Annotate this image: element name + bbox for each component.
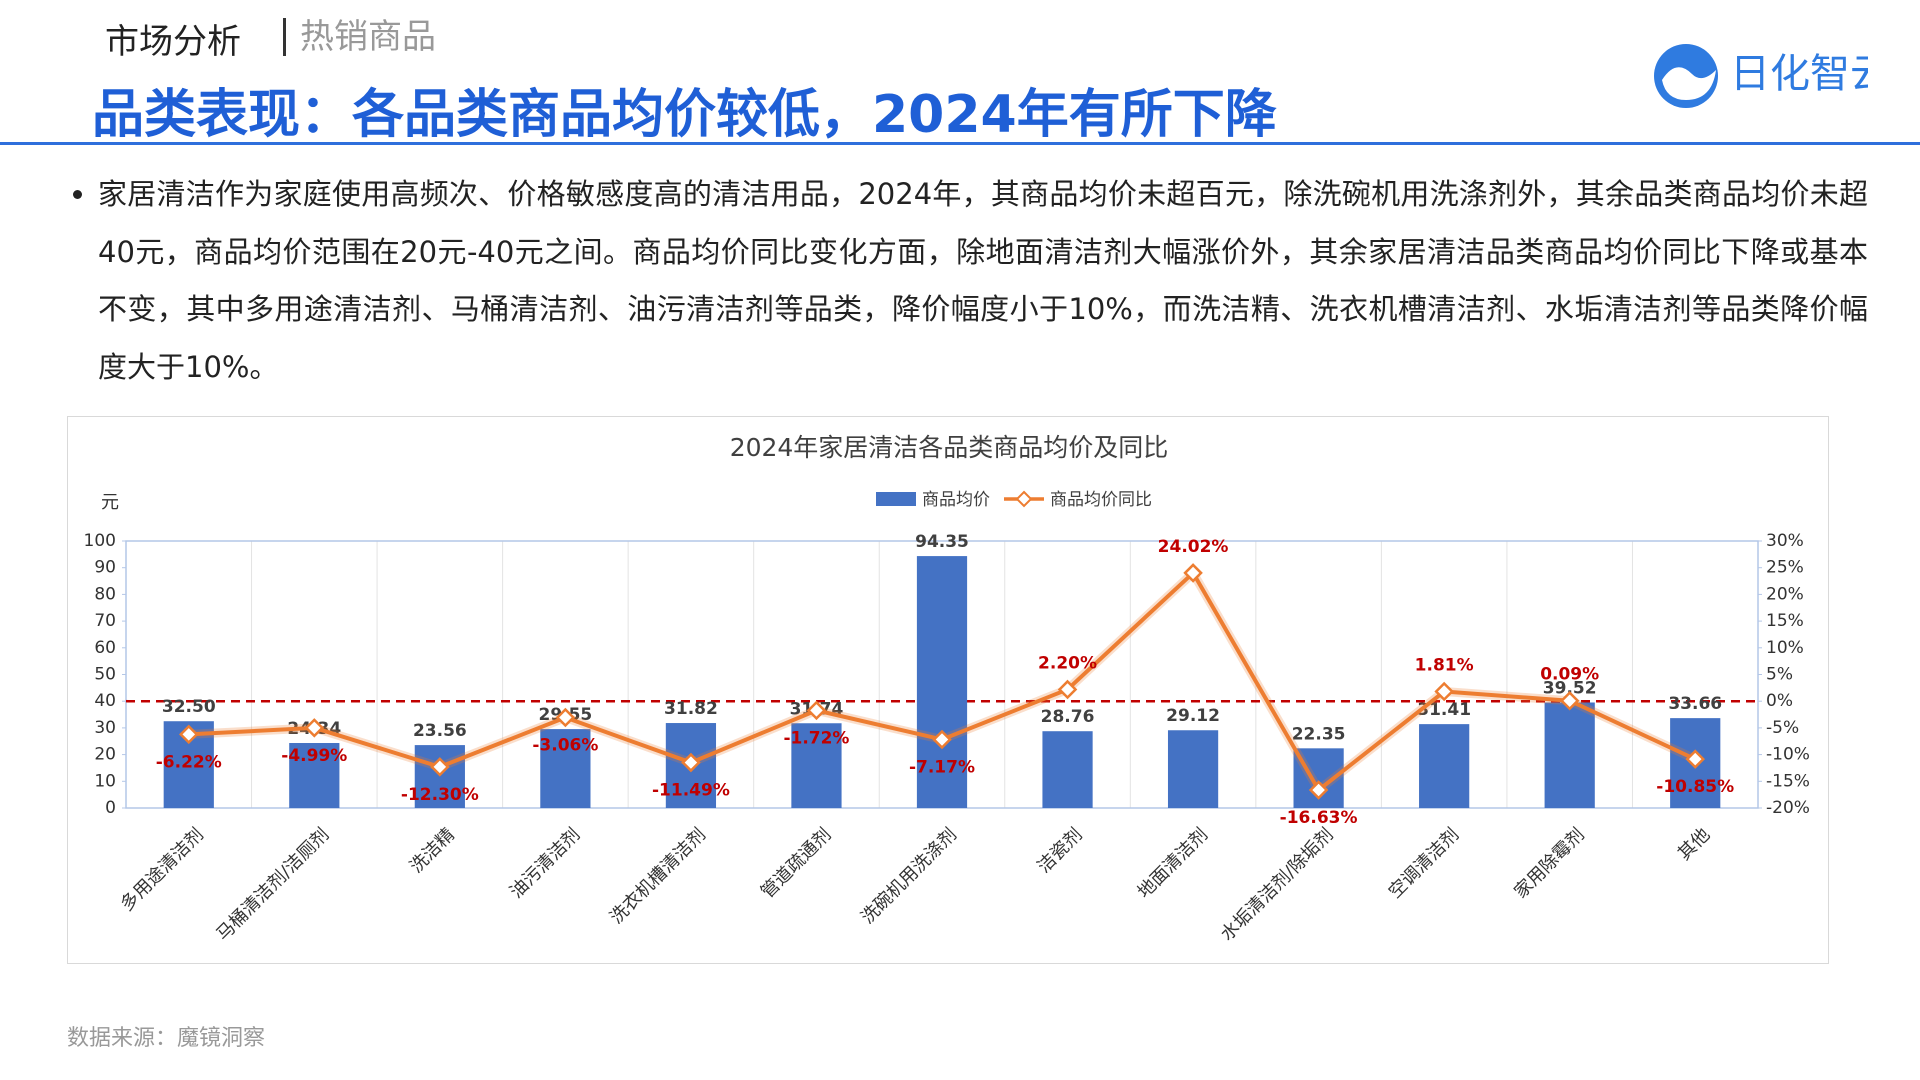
y2-tick-label: 15% [1766,611,1804,631]
bar [1167,730,1219,808]
line-value-label: 2.20% [1038,653,1097,673]
line-value-label: -1.72% [783,728,849,748]
bar-value-label: 31.41 [1417,700,1471,720]
x-tick-label: 空调清洁剂 [1385,824,1463,902]
x-tick-label: 家用除霉剂 [1510,824,1588,902]
x-tick-label: 洗洁精 [406,824,459,877]
line-marker [1685,749,1705,769]
x-tick-label: 洗碗机用洗涤剂 [857,824,961,928]
bar [289,743,340,808]
source-note: 数据来源：魔镜洞察 [67,1026,266,1051]
line-value-label: -7.17% [909,757,975,777]
slide-title: 品类表现：各品类商品均价较低，2024年有所下降 [92,85,1277,145]
y-tick-label: 30 [94,718,116,738]
bar [791,723,842,808]
bar-value-label: 29.12 [1166,706,1220,726]
x-tick-label: 洁瓷剂 [1034,824,1087,877]
line-marker [1057,679,1078,700]
x-tick-label: 多用途清洁剂 [117,824,208,915]
line-marker [555,707,576,728]
x-tick-label: 其他 [1674,824,1714,864]
bar [1042,731,1093,808]
line-value-label: 1.81% [1415,656,1474,676]
line-marker [1559,690,1580,711]
line-marker [1183,563,1203,583]
line-value-label: 24.02% [1158,537,1229,557]
y-axis-label: 元 [101,492,119,513]
y-tick-label: 40 [94,691,116,711]
logo: 日化智云 [1654,44,1868,108]
y-tick-label: 100 [84,531,116,551]
line-value-label: -3.06% [532,736,598,756]
y2-tick-label: 0% [1766,691,1793,711]
line-value-label: -16.63% [1280,808,1358,828]
x-tick-label: 油污清洁剂 [506,824,584,902]
y-tick-label: 20 [94,745,116,765]
chart-title: 2024年家居清洁各品类商品均价及同比 [730,433,1169,462]
y2-tick-label: -10% [1766,745,1810,765]
y-tick-label: 0 [105,798,116,818]
bar-value-label: 28.76 [1041,707,1095,727]
line-value-label: -4.99% [281,746,347,766]
bullet-list: 家居清洁作为家庭使用高频次、价格敏感度高的清洁用品，2024年，其商品均价未超百… [60,166,1868,396]
x-tick-label: 洗衣机槽清洁剂 [606,824,710,928]
line-marker [806,700,827,721]
bar [916,556,968,808]
y-tick-label: 90 [94,558,116,578]
y-tick-label: 50 [94,665,116,685]
bar-value-label: 22.35 [1292,724,1346,744]
line-marker [1434,681,1454,702]
x-tick-label: 地面清洁剂 [1134,824,1212,902]
x-tick-label: 管道疏通剂 [757,824,835,902]
y2-tick-label: 10% [1766,638,1804,658]
legend-swatch [876,492,916,506]
logo-text: 日化智云 [1730,51,1868,97]
y-tick-label: 70 [94,611,116,631]
y2-tick-label: 20% [1766,584,1804,604]
x-tick-label: 马桶清洁剂/洁厕剂 [212,824,333,945]
y2-tick-label: -15% [1766,771,1810,791]
y-tick-label: 60 [94,638,116,658]
y-tick-label: 10 [94,771,116,791]
y-tick-label: 80 [94,584,116,604]
line-value-label: -12.30% [401,785,479,805]
legend-label: 商品均价 [922,490,990,510]
bar-value-label: 23.56 [413,721,467,741]
bar-value-label: 94.35 [915,532,969,552]
section-label: 市场分析 [105,22,241,62]
bar-value-label: 39.52 [1543,678,1597,698]
legend-swatch-marker [1015,490,1033,508]
y2-tick-label: 30% [1766,531,1804,551]
y2-tick-label: -20% [1766,798,1810,818]
bullet: 家居清洁作为家庭使用高频次、价格敏感度高的清洁用品，2024年，其商品均价未超百… [98,166,1868,396]
bar-value-label: 31.82 [664,699,718,719]
y2-tick-label: -5% [1766,718,1799,738]
bar-value-label: 33.66 [1668,694,1722,714]
line-value-label: -6.22% [156,752,222,772]
y2-tick-label: 25% [1766,558,1804,578]
bar [1544,702,1595,808]
bar [1419,724,1470,808]
line-value-label: -10.85% [1656,777,1734,797]
x-tick-label: 水垢清洁剂/除垢剂 [1217,824,1338,945]
line-value-label: -11.49% [652,781,730,801]
title-rule [0,142,1920,145]
line-marker [932,729,952,750]
y2-tick-label: 5% [1766,665,1793,685]
line-marker [1308,780,1329,800]
line-marker [179,724,199,745]
bar-value-label: 32.50 [162,697,216,717]
line-marker [304,718,325,738]
bar [540,729,591,808]
line-marker [681,752,701,773]
subsection-label: 热销商品 [283,18,436,56]
line-value-label: 0.09% [1540,665,1599,685]
logo-wave [1662,67,1716,100]
line-marker [430,757,450,777]
legend-label: 商品均价同比 [1050,490,1152,510]
